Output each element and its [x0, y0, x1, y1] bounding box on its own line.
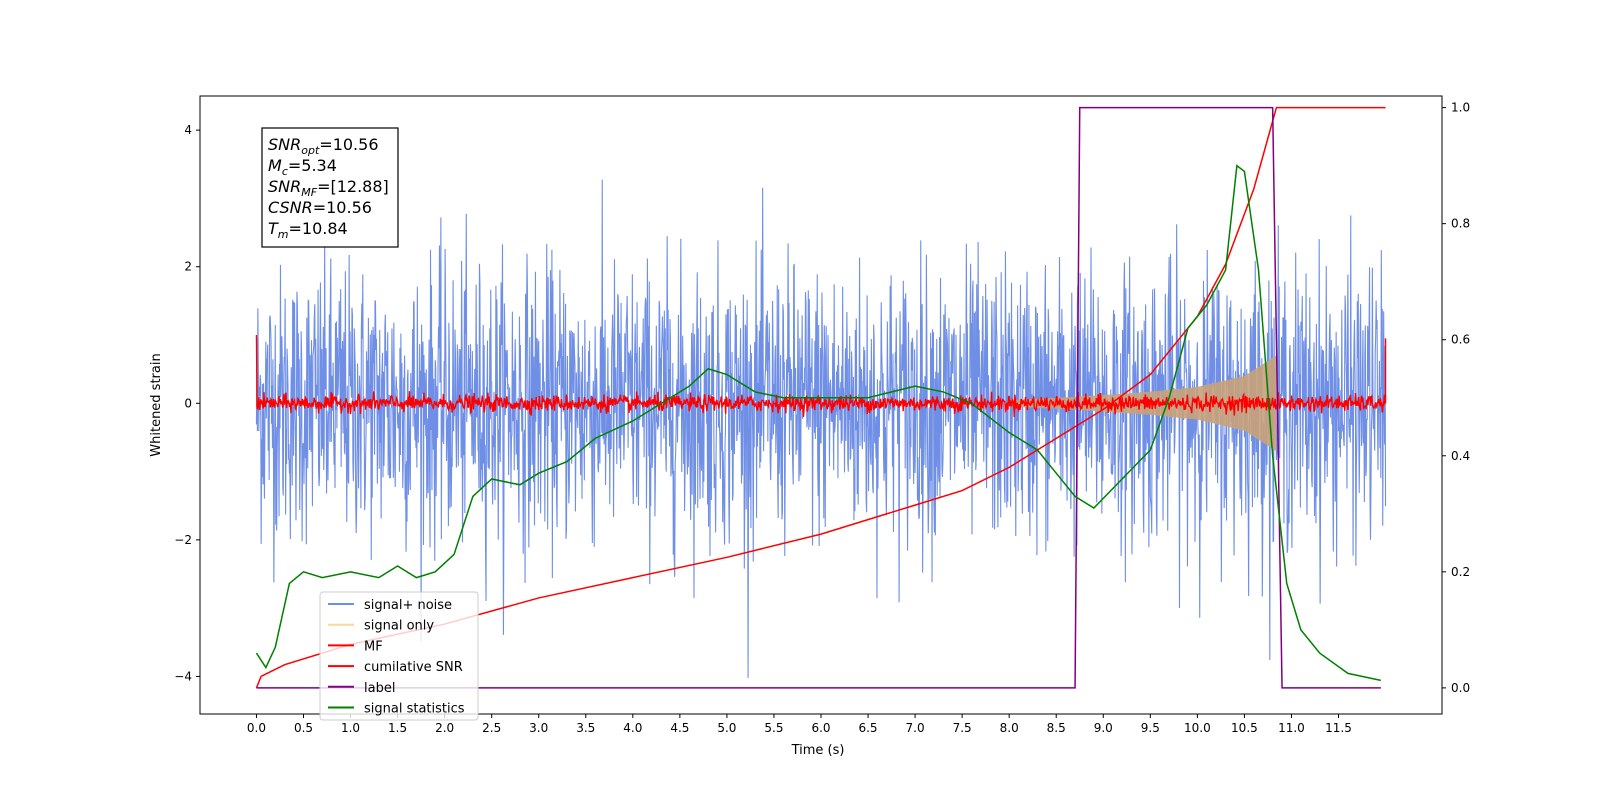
x-axis-label: Time (s) — [791, 743, 845, 758]
annotation-frame — [261, 127, 399, 248]
x-tick-label: 6.5 — [858, 721, 877, 735]
y-right-tick-label: 0.6 — [1451, 333, 1470, 347]
y-left-tick-label: −2 — [174, 533, 192, 547]
legend-label: signal+ noise — [364, 598, 452, 613]
legend: signal+ noise signal only MF cumilative SNR… — [319, 591, 479, 721]
x-tick-label: 9.5 — [1141, 721, 1160, 735]
y-right-tick-label: 1.0 — [1451, 101, 1470, 115]
x-tick-label: 6.0 — [811, 721, 830, 735]
x-tick-label: 10.0 — [1184, 721, 1211, 735]
annotation-line: Tm=10.84 — [268, 219, 348, 241]
legend-label: MF — [364, 639, 383, 654]
x-tick-label: 2.0 — [435, 721, 454, 735]
series-signal-statistics — [255, 164, 1381, 682]
legend-frame — [319, 591, 479, 721]
series-mf — [255, 334, 1387, 418]
x-tick-label: 1.5 — [388, 721, 407, 735]
annotation-line: CSNR=10.56 — [268, 198, 372, 217]
x-tick-label: 10.5 — [1231, 721, 1258, 735]
x-tick-label: 11.0 — [1278, 721, 1305, 735]
annotation-line: SNRMF=[12.88] — [268, 177, 389, 199]
legend-label: signal only — [364, 619, 434, 634]
x-tick-label: 0.5 — [294, 721, 313, 735]
x-tick-label: 5.5 — [764, 721, 783, 735]
y-right-tick-label: 0.2 — [1451, 565, 1470, 579]
x-tick-label: 4.0 — [623, 721, 642, 735]
x-tick-label: 9.0 — [1094, 721, 1113, 735]
y-right-tick-label: 0.4 — [1451, 449, 1470, 463]
x-tick-label: 4.5 — [670, 721, 689, 735]
x-tick-label: 0.0 — [247, 721, 266, 735]
series-signal-noise — [255, 179, 1387, 678]
x-tick-label: 5.0 — [717, 721, 736, 735]
annotation-line: SNRopt=10.56 — [268, 135, 379, 157]
x-tick-label: 8.0 — [1000, 721, 1019, 735]
x-tick-label: 8.5 — [1047, 721, 1066, 735]
y-left-tick-label: 4 — [184, 123, 192, 137]
legend-label: label — [364, 681, 395, 696]
legend-label: signal statistics — [364, 702, 465, 717]
x-tick-label: 7.0 — [906, 721, 925, 735]
tick-group: 0.0 0.5 1.0 1.5 2.0 2.5 3.0 3.5 4.0 4.5 5.0 5.5 6.0 6… — [174, 101, 1470, 735]
x-tick-label: 1.0 — [341, 721, 360, 735]
x-tick-label: 3.5 — [576, 721, 595, 735]
x-tick-label: 11.5 — [1325, 721, 1352, 735]
series-label — [256, 106, 1381, 689]
y-right-tick-label: 0.0 — [1451, 681, 1470, 695]
x-tick-label: 2.5 — [482, 721, 501, 735]
y-left-tick-label: 0 — [184, 396, 192, 410]
y-right-tick-label: 0.8 — [1451, 217, 1470, 231]
legend-label: cumilative SNR — [364, 660, 463, 675]
y-left-tick-label: 2 — [184, 260, 192, 274]
y-left-tick-label: −4 — [174, 669, 192, 683]
y-axis-label: Whitened strain — [149, 353, 164, 456]
annotation-line: Mc=5.34 — [268, 156, 337, 178]
x-tick-label: 3.0 — [529, 721, 548, 735]
x-tick-label: 7.5 — [953, 721, 972, 735]
annotation-box: SNRopt=10.56Mc=5.34SNRMF=[12.88]CSNR=10.… — [261, 127, 399, 248]
